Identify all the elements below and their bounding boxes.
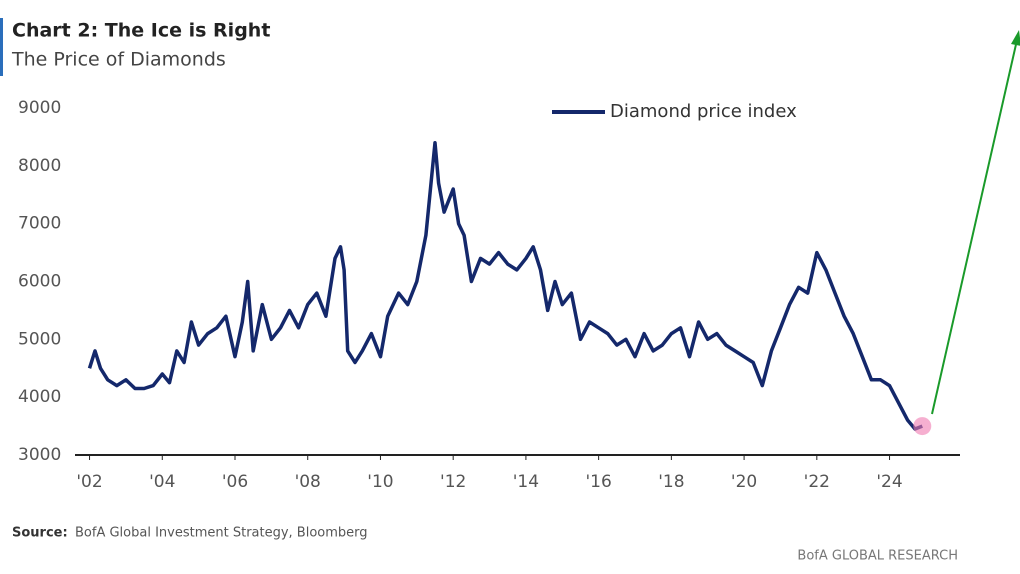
x-tick-label: '08 [295, 472, 321, 492]
x-tick-label: '04 [149, 472, 175, 492]
y-tick-label: 9000 [18, 98, 61, 118]
y-tick-label: 4000 [18, 387, 61, 407]
x-tick-label: '02 [76, 472, 102, 492]
x-tick-label: '14 [513, 472, 539, 492]
arrow-head [1011, 30, 1020, 46]
source-label: Source: [12, 526, 68, 541]
x-tick-label: '20 [731, 472, 757, 492]
chart-subtitle: The Price of Diamonds [11, 49, 226, 71]
x-tick-label: '10 [367, 472, 393, 492]
x-tick-label: '12 [440, 472, 466, 492]
x-tick-label: '24 [876, 472, 902, 492]
y-tick-label: 5000 [18, 329, 61, 349]
annotation-arrow [931, 39, 1018, 415]
y-tick-label: 8000 [18, 156, 61, 176]
x-tick-label: '22 [804, 472, 830, 492]
title-accent [0, 18, 3, 76]
price-line [87, 140, 923, 431]
source: BofA Global Investment Strategy, Bloombe… [75, 526, 368, 541]
y-tick-label: 7000 [18, 214, 61, 234]
y-tick-label: 6000 [18, 272, 61, 292]
end-point [913, 417, 932, 436]
y-tick-label: 3000 [18, 445, 61, 465]
x-tick-label: '16 [585, 472, 611, 492]
x-tick-label: '06 [222, 472, 248, 492]
chart-title: Chart 2: The Ice is Right [12, 20, 270, 42]
x-tick-label: '18 [658, 472, 684, 492]
legend-label: Diamond price index [610, 101, 797, 122]
branding: BofA GLOBAL RESEARCH [797, 549, 958, 564]
